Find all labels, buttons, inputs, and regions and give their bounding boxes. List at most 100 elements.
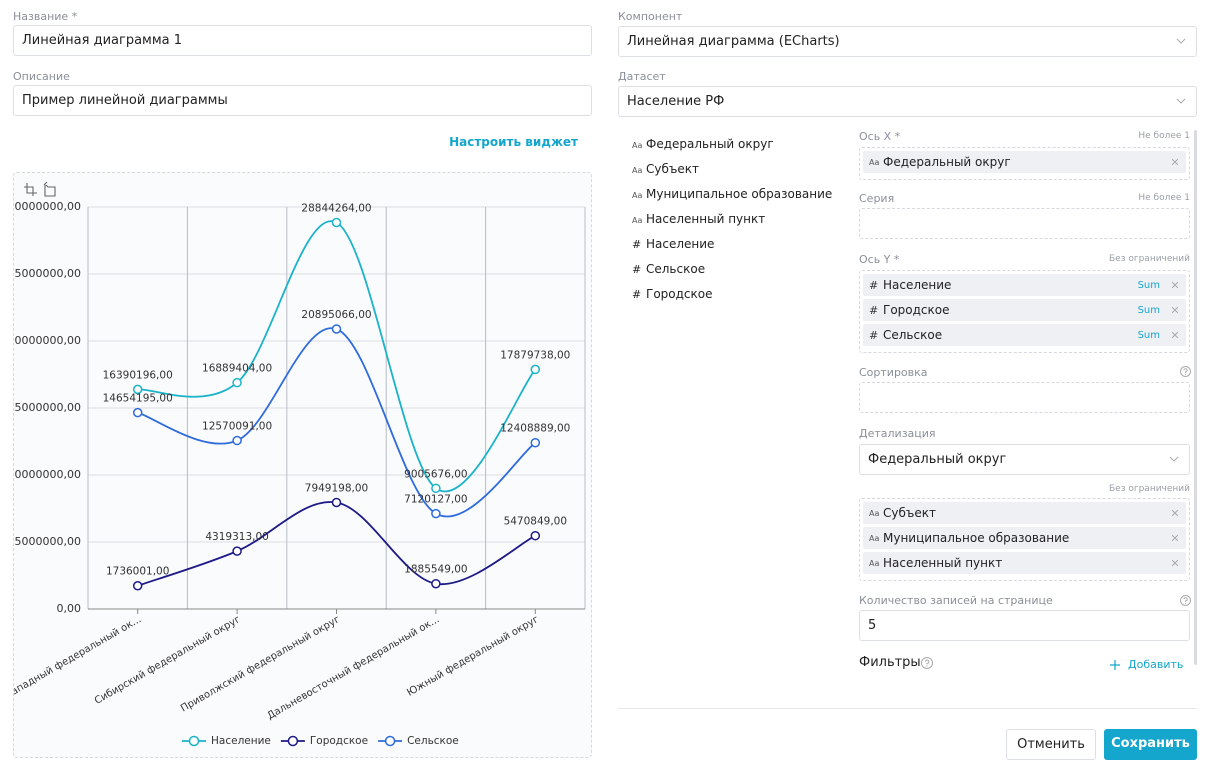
- point: [132, 407, 143, 418]
- point: [132, 384, 143, 395]
- help-icon[interactable]: [921, 657, 933, 669]
- legend-marker: [384, 735, 396, 747]
- y-tick-label: 0,00: [57, 602, 82, 615]
- drop-zone[interactable]: Aa Федеральный округ: [859, 147, 1190, 180]
- point: [132, 580, 143, 591]
- drop-zone[interactable]: [859, 382, 1190, 413]
- save-button[interactable]: Сохранить: [1104, 729, 1197, 760]
- chip-aggregate[interactable]: Sum: [1137, 329, 1160, 341]
- value-label: 7949198,00: [305, 482, 368, 494]
- field-icon: #: [632, 263, 642, 276]
- point: [431, 508, 441, 519]
- point: [530, 437, 541, 448]
- field-item[interactable]: Aa Муниципальное образование: [632, 187, 832, 201]
- remove-icon[interactable]: [1172, 560, 1178, 566]
- value-label: 7120127,00: [404, 494, 467, 506]
- value-label: 28844264,00: [301, 202, 371, 214]
- add-filter[interactable]: Добавить: [1110, 658, 1183, 671]
- select-value: Линейная диаграмма (ECharts): [627, 34, 840, 49]
- remove-icon[interactable]: [1172, 510, 1178, 516]
- legend-label: Сельское: [407, 735, 459, 747]
- chip[interactable]: Aa Муниципальное образование: [863, 527, 1186, 549]
- remove-icon[interactable]: [1172, 282, 1178, 288]
- y-tick-label: 20000000,00: [14, 334, 81, 347]
- drop-zone[interactable]: [859, 208, 1190, 239]
- x-tick-label: Дальневосточный федеральный ок...: [266, 614, 442, 722]
- field-name: Субъект: [646, 162, 699, 176]
- chip-icon: #: [869, 278, 879, 292]
- drop-zone[interactable]: # Население Sum # Городское Sum # Сельское Sum: [859, 270, 1190, 353]
- configure-link[interactable]: Настроить виджет: [449, 135, 578, 149]
- label: Детализация: [859, 427, 936, 440]
- chip-icon: #: [869, 328, 879, 342]
- detail-select[interactable]: Федеральный округ: [859, 444, 1190, 475]
- field-item[interactable]: # Городское: [632, 287, 713, 301]
- point: [431, 483, 441, 494]
- field-item[interactable]: Aa Федеральный округ: [632, 137, 774, 151]
- help-icon[interactable]: [1180, 366, 1191, 377]
- help-icon[interactable]: [1180, 595, 1191, 606]
- value-label: 12408889,00: [500, 423, 570, 435]
- component-select[interactable]: Линейная диаграмма (ECharts): [618, 26, 1197, 57]
- point: [331, 324, 342, 334]
- chart: 0,00 5000000,00 10000000,00 15000000,00 2000…: [14, 181, 586, 747]
- value-label: 4319313,00: [205, 531, 268, 543]
- dataset-select[interactable]: Население РФ: [618, 86, 1197, 117]
- chip-aggregate[interactable]: Sum: [1137, 304, 1160, 316]
- chip[interactable]: # Население Sum: [863, 274, 1186, 296]
- remove-icon[interactable]: [1172, 159, 1178, 165]
- chip-name: Городское: [883, 303, 950, 317]
- label: Компонент: [618, 10, 683, 23]
- drop-zone[interactable]: Aa Субъект Aa Муниципальное образование Aa На…: [859, 498, 1190, 581]
- field-name: Муниципальное образование: [646, 187, 833, 201]
- chip[interactable]: # Сельское Sum: [863, 324, 1186, 346]
- field-name: Сельское: [646, 262, 706, 276]
- chip-icon: Aa: [869, 558, 880, 568]
- name-input[interactable]: Линейная диаграмма 1: [13, 25, 592, 56]
- field-item[interactable]: # Сельское: [632, 262, 705, 276]
- chip-name: Муниципальное образование: [883, 531, 1070, 545]
- remove-icon[interactable]: [1172, 332, 1178, 338]
- chip-aggregate[interactable]: Sum: [1137, 279, 1160, 291]
- field-name: Городское: [646, 287, 713, 301]
- chevron: [1176, 98, 1186, 104]
- description-input[interactable]: Пример линейной диаграммы: [13, 85, 592, 116]
- toolbar[interactable]: [24, 181, 56, 197]
- chip[interactable]: Aa Федеральный округ: [863, 151, 1186, 173]
- series-line: [137, 327, 536, 518]
- limit: Без ограничений: [1109, 254, 1190, 264]
- point: [431, 578, 441, 589]
- field-item[interactable]: Aa Субъект: [632, 162, 699, 176]
- limit: Без ограничений: [1109, 484, 1190, 494]
- value-label: 1885549,00: [404, 564, 467, 576]
- point: [232, 546, 242, 556]
- remove-icon[interactable]: [1172, 535, 1178, 541]
- label: Название *: [13, 10, 78, 23]
- filters-label: Фильтры: [859, 655, 921, 670]
- value-label: 20895066,00: [301, 309, 371, 321]
- label: Датасет: [618, 70, 666, 83]
- chevron: [1176, 38, 1186, 44]
- select-value: Федеральный округ: [868, 452, 1007, 467]
- legend-label: Население: [211, 735, 271, 747]
- chip-icon: #: [869, 303, 879, 317]
- y-tick-label: 15000000,00: [14, 401, 81, 414]
- chart-container: 0,00 5000000,00 10000000,00 15000000,00 2000…: [13, 172, 592, 758]
- chip[interactable]: # Городское Sum: [863, 299, 1186, 321]
- chip[interactable]: Aa Субъект: [863, 502, 1186, 524]
- series-line: [137, 501, 536, 587]
- scrollbar[interactable]: [1194, 130, 1197, 665]
- chip[interactable]: Aa Населенный пункт: [863, 552, 1186, 574]
- remove-icon[interactable]: [1172, 307, 1178, 313]
- page-size-input[interactable]: 5: [859, 610, 1190, 641]
- field-name: Население: [646, 237, 715, 251]
- divider: [618, 708, 1197, 709]
- legend-label: Городское: [310, 735, 368, 747]
- field-item[interactable]: # Население: [632, 237, 714, 251]
- field-item[interactable]: Aa Населенный пункт: [632, 212, 765, 226]
- cancel-button[interactable]: Отменить: [1006, 729, 1096, 760]
- label: Серия: [859, 192, 895, 205]
- chip-name: Сельское: [883, 328, 943, 342]
- legend-marker: [188, 735, 200, 747]
